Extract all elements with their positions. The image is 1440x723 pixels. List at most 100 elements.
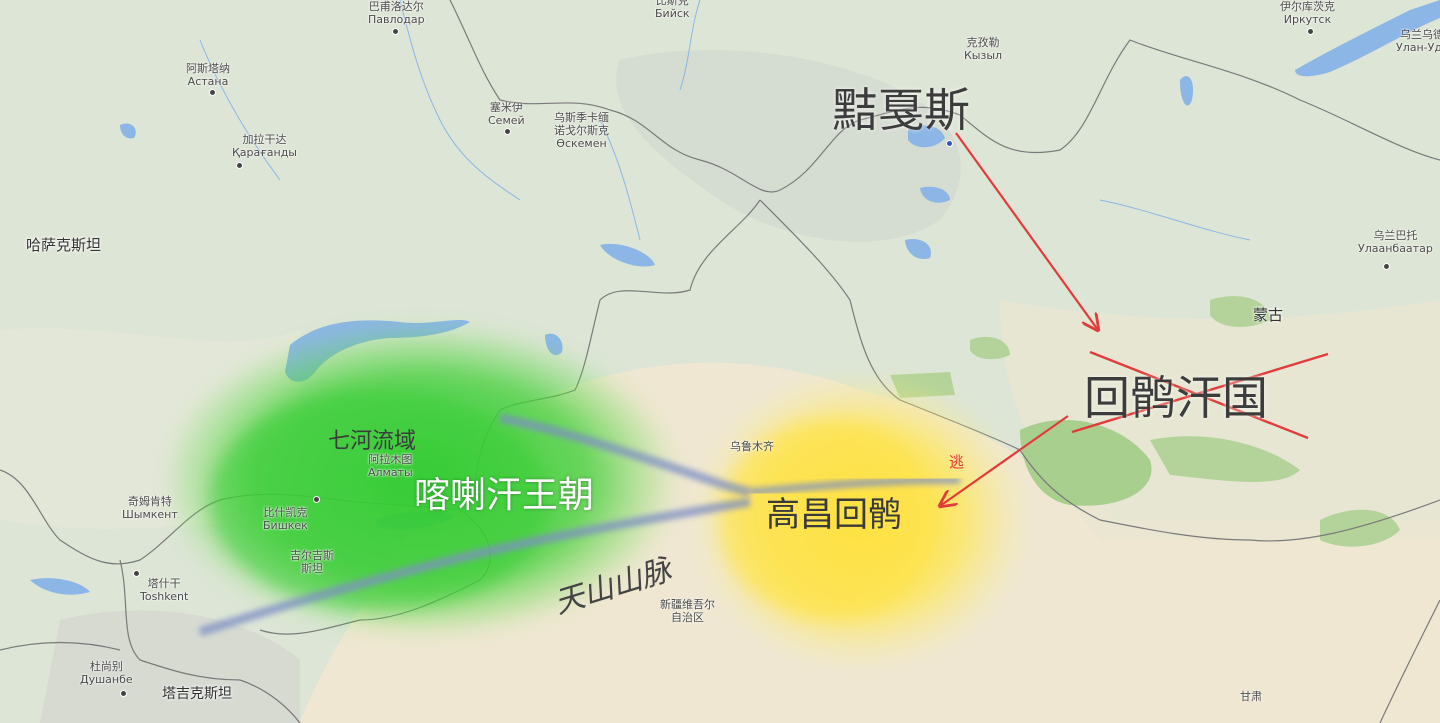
city-label-almaty[interactable]: 阿拉木图 Алматы [368, 453, 413, 479]
qocho-zone-core [720, 420, 940, 620]
mountains-pamir [40, 610, 300, 723]
city-dot-karaganda[interactable] [236, 162, 243, 169]
region-label-xinjiang[interactable]: 新疆维吾尔 自治区 [660, 598, 715, 624]
city-label-ustkamenogorsk[interactable]: 乌斯季卡缅 诺戈尔斯克 Өскемен [554, 111, 609, 150]
city-name-cn: 克孜勒 [966, 36, 1000, 49]
country-label-kyrgyzstan[interactable]: 吉尔吉斯 斯坦 [290, 549, 334, 575]
city-name-local: Алматы [368, 466, 413, 479]
annotation-seven-rivers: 七河流域 [328, 429, 417, 454]
annotation-kirghiz: 黠戛斯 [832, 83, 970, 137]
region-name-line1: 新疆维吾尔 [660, 598, 715, 611]
city-name-cn: 乌兰乌德 [1399, 28, 1440, 41]
country-label-tajikistan[interactable]: 塔吉克斯坦 [162, 686, 232, 702]
city-name-cn-2: 诺戈尔斯克 [554, 124, 609, 137]
city-label-shymkent[interactable]: 奇姆肯特 Шымкент [122, 495, 178, 521]
annotation-karakhanid: 喀喇汗王朝 [414, 475, 595, 516]
forest-6 [970, 336, 1010, 360]
city-name-local: Бишкек [263, 519, 308, 532]
city-name-local: Қарағанды [232, 146, 297, 159]
city-name-local: Toshkent [140, 590, 189, 603]
city-name-cn: 乌斯季卡缅 [554, 111, 609, 124]
region-label-gansu[interactable]: 甘肃 [1240, 690, 1262, 703]
city-dot-astana[interactable] [209, 89, 216, 96]
lake-west-1 [120, 123, 136, 139]
city-label-astana[interactable]: 阿斯塔纳 Астана [186, 62, 230, 88]
annotation-flee: 逃 [949, 453, 965, 471]
city-label-tashkent[interactable]: 塔什干 Toshkent [140, 577, 188, 603]
city-label-biysk[interactable]: 比斯克 Бийск [655, 0, 690, 20]
forest-5 [1210, 296, 1270, 327]
rivers [199, 0, 1251, 241]
country-label-kazakhstan[interactable]: 哈萨克斯坦 [26, 236, 102, 254]
city-name-cn: 奇姆肯特 [127, 495, 172, 508]
forest-1 [1020, 420, 1152, 506]
city-dot-tashkent[interactable] [133, 570, 140, 577]
country-label-mongolia[interactable]: 蒙古 [1253, 306, 1284, 324]
city-name-cn: 乌兰巴托 [1373, 229, 1418, 242]
city-dot-ulaanbaatar[interactable] [1383, 263, 1390, 270]
annotation-qocho-uyghur: 高昌回鹘 [766, 495, 902, 535]
city-dot-kyzyl[interactable] [946, 140, 953, 147]
city-name-cn: 杜尚别 [89, 660, 123, 673]
flee-arrow-qocho [940, 415, 1069, 506]
city-label-ulanude[interactable]: 乌兰乌德 Улан-Удэ [1396, 28, 1440, 54]
city-name-cn: 比斯克 [655, 0, 689, 7]
city-label-ulaanbaatar[interactable]: 乌兰巴托 Улаанбаатар [1358, 229, 1433, 255]
city-name-cn: 阿拉木图 [368, 453, 413, 466]
city-label-karaganda[interactable]: 加拉干达 Қарағанды [232, 133, 297, 159]
lake-khyargas [920, 186, 950, 203]
lake-aydar [30, 578, 90, 595]
city-dot-dushanbe[interactable] [120, 690, 127, 697]
city-name-cn: 塔什干 [147, 577, 181, 590]
lake-khovsgol [1180, 76, 1194, 106]
city-name-local: Улаанбаатар [1358, 242, 1433, 255]
migration-arrow-kirghiz [955, 132, 1098, 330]
city-name-cn: 加拉干达 [242, 133, 287, 146]
city-name-cn: 乌鲁木齐 [730, 440, 774, 453]
city-name-cn: 比什凯克 [263, 506, 308, 519]
lake-uvs [908, 125, 945, 148]
city-name-local: Шымкент [122, 508, 178, 521]
city-label-bishkek[interactable]: 比什凯克 Бишкек [263, 506, 308, 532]
city-label-dushanbe[interactable]: 杜尚别 Душанбе [80, 660, 133, 686]
cross-line-1 [1089, 350, 1309, 440]
city-name-local: Павлодар [368, 13, 425, 26]
cross-line-2 [1071, 352, 1329, 434]
city-name-local: Кызыл [964, 49, 1003, 62]
city-label-semey[interactable]: 塞米伊 Семей [488, 101, 525, 127]
region-name-line1: 吉尔吉斯 [290, 549, 334, 562]
lake-baikal [1295, 0, 1440, 77]
region-name-line2: 斯坦 [301, 562, 323, 575]
forest-3 [1320, 509, 1400, 547]
city-name-local: Семей [488, 114, 525, 127]
city-name-local: Улан-Удэ [1396, 41, 1440, 54]
region-name-line2: 自治区 [671, 611, 704, 624]
city-name-local: Душанбе [80, 673, 133, 686]
lake-zaysan [600, 243, 655, 267]
city-label-pavlodar[interactable]: 巴甫洛达尔 Павлодар [368, 0, 425, 26]
city-name-local: Иркутск [1283, 13, 1332, 26]
city-dot-semey[interactable] [504, 128, 511, 135]
city-name-cn: 伊尔库茨克 [1280, 0, 1335, 13]
city-name-local: Бийск [655, 7, 690, 20]
city-name-cn: 阿斯塔纳 [186, 62, 230, 75]
city-name-cn: 塞米伊 [489, 101, 523, 114]
lake-west-2 [905, 238, 931, 260]
city-name-cn: 巴甫洛达尔 [368, 0, 424, 13]
city-dot-bishkek[interactable] [313, 496, 320, 503]
tianshan-ridge-south [198, 497, 751, 637]
city-dot-irkutsk[interactable] [1307, 28, 1314, 35]
city-label-irkutsk[interactable]: 伊尔库茨克 Иркутск [1280, 0, 1335, 26]
city-label-kyzyl[interactable]: 克孜勒 Кызыл [964, 36, 1002, 62]
city-name-local: Астана [187, 75, 229, 88]
tianshan-ridge-north [499, 413, 751, 497]
city-label-urumqi[interactable]: 乌鲁木齐 [730, 440, 774, 453]
mountains-altai [616, 50, 961, 242]
city-dot-pavlodar[interactable] [392, 28, 399, 35]
city-name-local: Өскемен [556, 137, 607, 150]
forest-2 [1150, 436, 1300, 482]
annotation-uyghur-khaganate: 回鹘汗国 [1084, 371, 1268, 425]
tianshan-ridge-east [749, 476, 961, 496]
